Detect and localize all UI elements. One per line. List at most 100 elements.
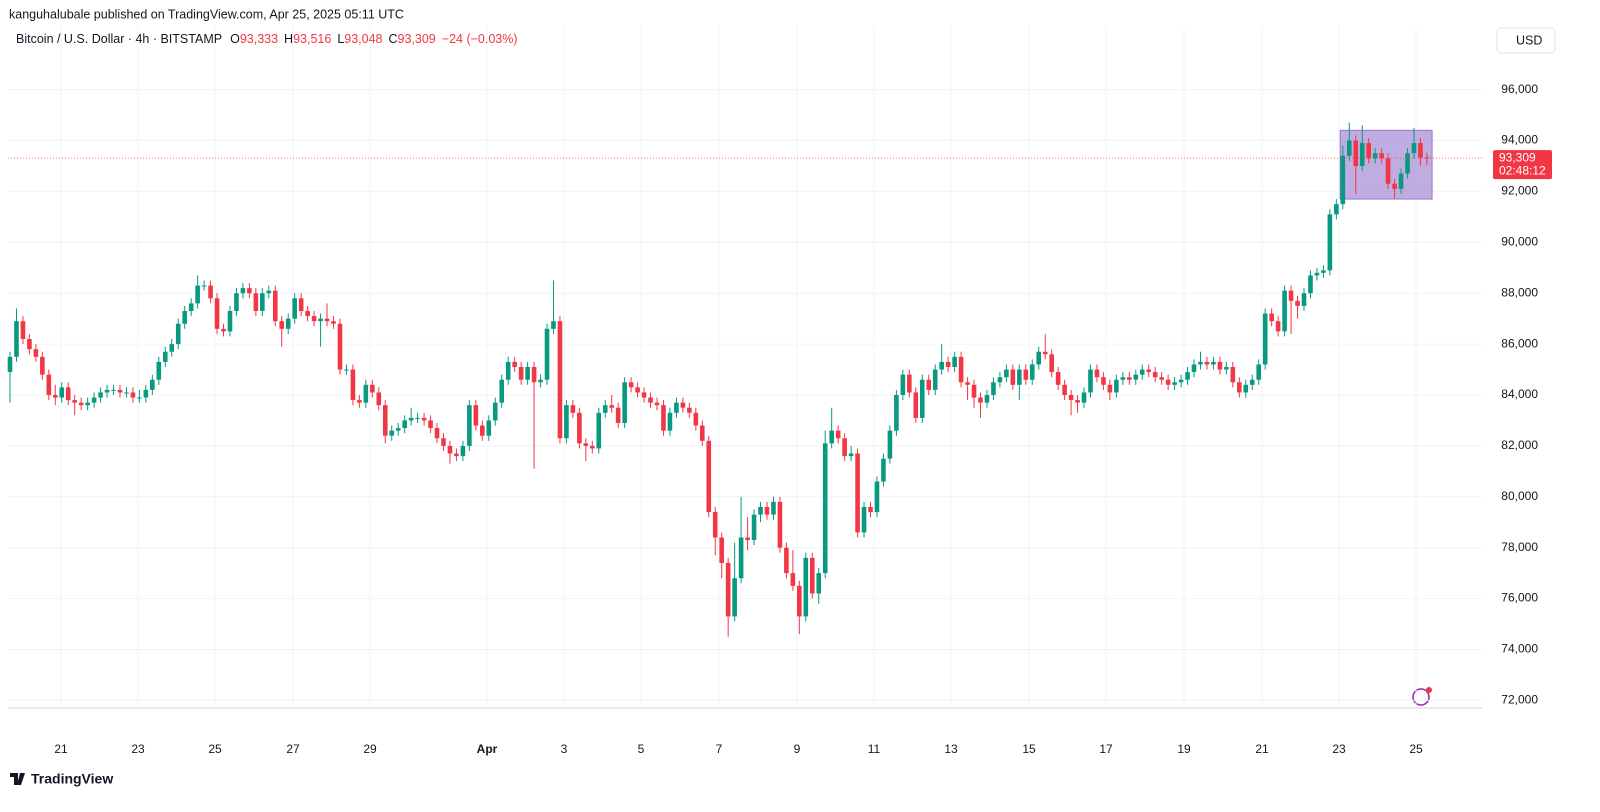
candle-body (1379, 153, 1384, 159)
candle-body (913, 392, 919, 418)
candle-body (1198, 361, 1203, 365)
candle-body (124, 392, 129, 394)
candle-body (1185, 372, 1190, 380)
x-tick-label: 19 (1177, 742, 1191, 756)
candle-body (421, 417, 427, 421)
candle-body (1334, 204, 1339, 215)
symbol-title: Bitcoin / U.S. Dollar · 4h · BITSTAMP (16, 32, 222, 46)
candle-body (1385, 158, 1391, 184)
candle-body (577, 412, 582, 444)
candle-body (1398, 173, 1404, 189)
candle-body (822, 443, 828, 574)
candle-body (318, 318, 323, 322)
x-tick-label: 23 (1332, 742, 1346, 756)
candle-body (732, 578, 737, 617)
candle-body (1353, 140, 1359, 166)
candle-body (1314, 272, 1320, 276)
change: −24 (−0.03%) (442, 32, 518, 46)
y-tick-label: 72,000 (1501, 693, 1538, 707)
candle-body (188, 303, 194, 312)
candle-body (201, 285, 207, 287)
candle-body (85, 402, 90, 406)
candle-body (20, 321, 26, 340)
candle-body (150, 379, 155, 390)
y-tick-label: 96,000 (1501, 82, 1538, 96)
ohlc-label: O (230, 32, 240, 46)
candle-body (1392, 183, 1397, 189)
candle-body (771, 501, 776, 515)
y-tick-label: 76,000 (1501, 591, 1538, 605)
currency-button[interactable] (1496, 27, 1556, 54)
ohlc-label: C (389, 32, 398, 46)
candle-body (1114, 379, 1119, 393)
candle-body (687, 407, 692, 413)
candle-body (337, 323, 343, 370)
candle-body (1101, 377, 1106, 385)
candle-body (350, 369, 356, 401)
last-price-label: 93,309 (1499, 150, 1536, 164)
candle-body (518, 367, 524, 380)
candle-body (279, 321, 285, 329)
candle-body (725, 562, 731, 617)
candle-body (1094, 369, 1100, 378)
candle-body (292, 298, 297, 319)
y-tick-label: 82,000 (1501, 438, 1538, 452)
candle-body (1340, 155, 1346, 205)
candle-body (622, 382, 627, 423)
x-tick-label: 27 (286, 742, 300, 756)
candle-body (965, 382, 970, 385)
candle-body (130, 392, 136, 398)
x-tick-label: 21 (54, 742, 68, 756)
candle-body (512, 361, 517, 367)
candle-body (1152, 372, 1158, 378)
candle-body (389, 430, 395, 436)
candle-body (324, 318, 330, 322)
candle-body (376, 392, 382, 406)
candle-body (887, 430, 893, 459)
candle-body (1275, 321, 1281, 332)
candle-body (816, 573, 822, 594)
x-tick-label: 17 (1099, 742, 1113, 756)
candle-body (835, 430, 841, 439)
candle-body (777, 501, 783, 548)
candle-body (1224, 367, 1229, 370)
candle-body (1243, 384, 1249, 393)
candle-body (1269, 313, 1274, 322)
ohlc-value: 93,309 (398, 32, 436, 46)
y-tick-label: 78,000 (1501, 540, 1538, 554)
candle-body (784, 547, 789, 574)
candle-body (240, 288, 246, 294)
candle-body (674, 402, 679, 413)
candle-body (978, 397, 983, 403)
candle-body (208, 285, 213, 299)
candle-body (570, 405, 576, 413)
candle-body (473, 405, 479, 426)
candle-body (738, 537, 744, 579)
candle-body (628, 382, 634, 388)
candle-body (434, 428, 440, 439)
candle-body (945, 361, 951, 367)
candle-body (693, 412, 699, 426)
candle-body (1017, 369, 1022, 385)
y-tick-label: 80,000 (1501, 489, 1538, 503)
candle-body (78, 402, 84, 406)
brand: TradingView (31, 771, 113, 787)
candle-body (408, 417, 414, 421)
x-tick-label: 25 (1409, 742, 1423, 756)
candle-body (1010, 369, 1016, 385)
candle-body (1321, 270, 1326, 273)
y-tick-label: 94,000 (1501, 133, 1538, 147)
candle-body (460, 445, 466, 457)
candle-body (1146, 369, 1152, 373)
candle-body (615, 407, 621, 423)
candle-body (583, 443, 589, 446)
candle-body (395, 428, 401, 431)
candle-body (984, 394, 990, 403)
candle-body (1359, 143, 1365, 166)
candle-body (357, 400, 362, 403)
candle-body (1036, 351, 1042, 365)
candle-body (525, 367, 530, 380)
candle-body (234, 293, 239, 312)
candle-body (1127, 377, 1132, 380)
